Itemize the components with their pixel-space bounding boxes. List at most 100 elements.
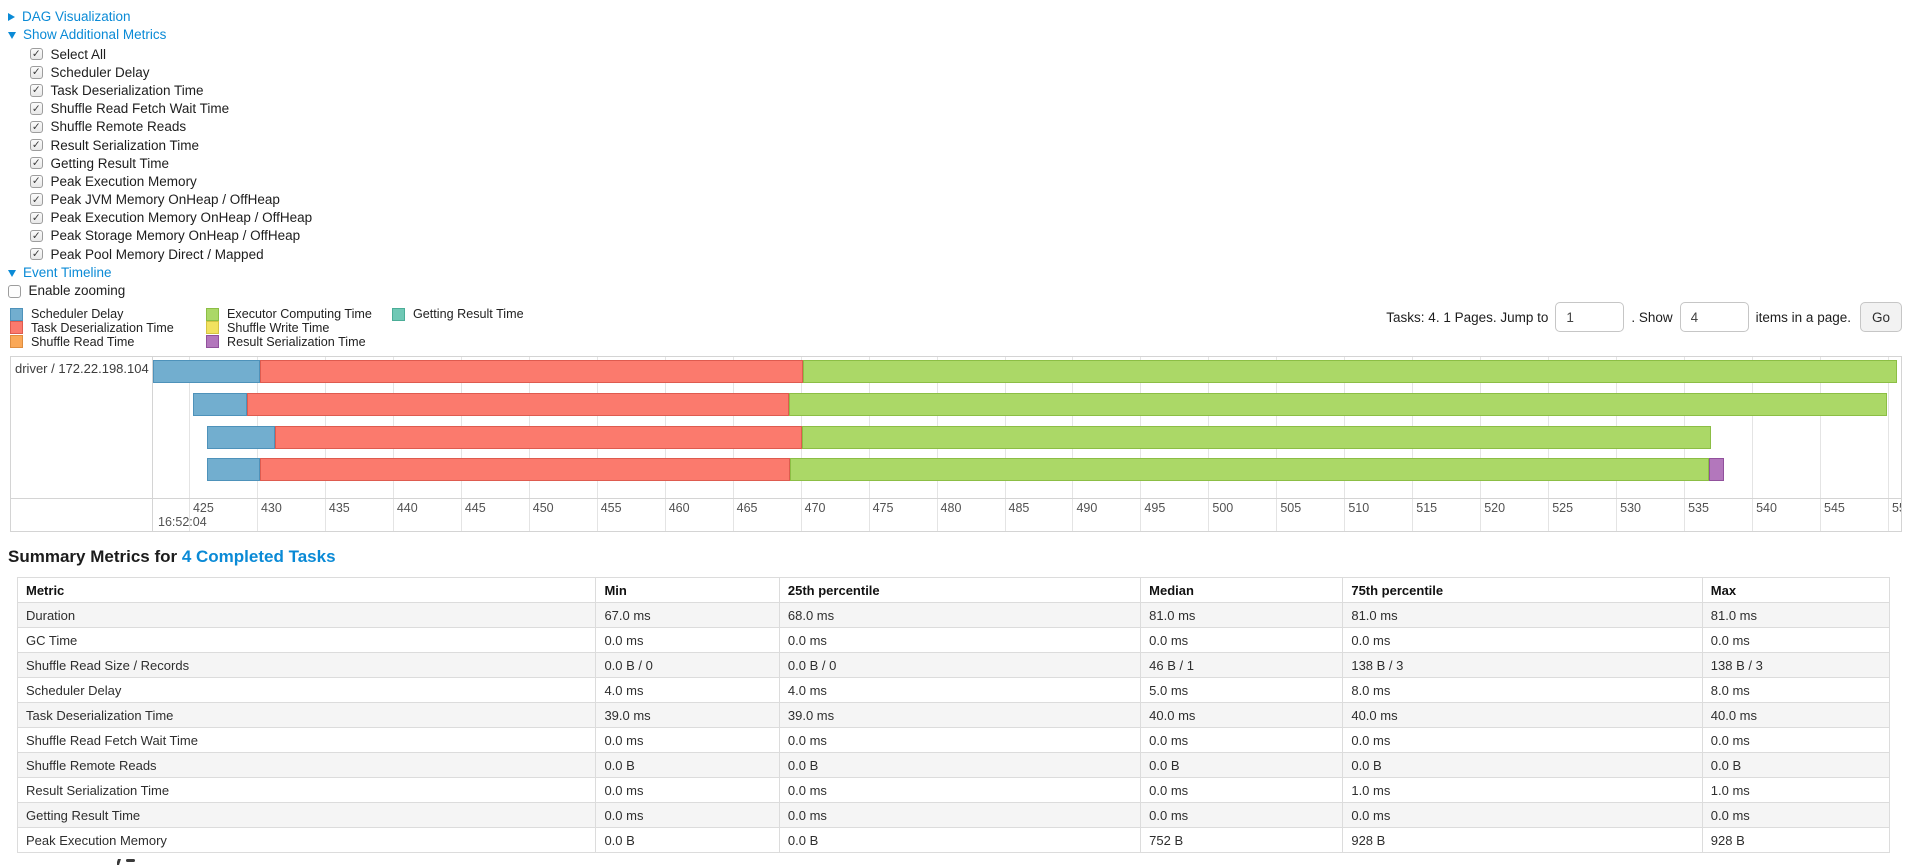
task-segment-executor_computing[interactable]: [789, 458, 1710, 482]
metric-name-cell: Peak Execution Memory: [16, 827, 597, 854]
metric-option-row: ✓ Shuffle Remote Reads: [30, 118, 1907, 136]
metric-checkbox[interactable]: ✓: [30, 138, 43, 152]
legend-label: Task Deserialization Time: [31, 320, 174, 335]
enable-zooming-label[interactable]: Enable zooming: [28, 283, 126, 299]
clipped-content-artifact: [117, 859, 139, 865]
task-segment-scheduler_delay[interactable]: [207, 458, 260, 482]
metric-option-row: ✓ Scheduler Delay: [30, 63, 1907, 81]
metric-checkbox-label[interactable]: Task Deserialization Time: [50, 82, 204, 98]
metric-checkbox-label[interactable]: Scheduler Delay: [50, 64, 150, 80]
timeline-task-bar: [153, 360, 1901, 384]
metric-value-cell: 0.0 ms: [778, 777, 1142, 804]
axis-tick-label: 430: [260, 501, 282, 516]
task-segment-executor_computing[interactable]: [801, 426, 1712, 450]
axis-tick-label: 435: [328, 501, 350, 516]
metric-value-cell: 0.0 B / 0: [778, 652, 1142, 679]
metric-checkbox[interactable]: ✓: [30, 175, 43, 188]
metric-value-cell: 68.0 ms: [778, 602, 1142, 629]
metric-checkbox[interactable]: ✓: [30, 156, 43, 170]
enable-zooming-checkbox[interactable]: [8, 285, 21, 298]
event-timeline-link[interactable]: Event Timeline: [23, 265, 112, 281]
task-segment-scheduler_delay[interactable]: [207, 426, 275, 450]
metric-checkbox-label[interactable]: Select All: [50, 46, 107, 62]
jump-to-page-input[interactable]: [1555, 302, 1625, 333]
metric-checkbox-label[interactable]: Shuffle Remote Reads: [50, 119, 187, 135]
items-in-page-text: items in a page.: [1755, 309, 1851, 325]
metric-checkbox[interactable]: ✓: [30, 120, 43, 134]
task-segment-task_deserialization[interactable]: [259, 360, 803, 384]
metric-checkbox[interactable]: ✓: [30, 193, 43, 206]
legend-item: Scheduler Delay: [10, 307, 206, 321]
metric-name-cell: Shuffle Remote Reads: [16, 752, 597, 779]
legend-item: Shuffle Read Time: [10, 335, 206, 349]
show-additional-metrics-link[interactable]: Show Additional Metrics: [23, 27, 167, 42]
task-segment-result_serialization[interactable]: [1709, 458, 1725, 482]
go-button[interactable]: Go: [1859, 302, 1902, 333]
metric-checkbox-label[interactable]: Peak Pool Memory Direct / Mapped: [50, 246, 264, 262]
dag-visualization-toggle[interactable]: DAG Visualization: [8, 8, 1907, 26]
metric-checkbox-label[interactable]: Shuffle Read Fetch Wait Time: [50, 101, 230, 117]
table-row: Result Serialization Time 0.0 ms 0.0 ms 0.0…: [16, 777, 1891, 804]
metric-checkbox-label[interactable]: Peak Execution Memory OnHeap / OffHeap: [50, 210, 313, 226]
summary-heading-prefix: Summary Metrics for: [8, 547, 182, 567]
task-segment-scheduler_delay[interactable]: [193, 393, 247, 417]
triangle-down-icon: [8, 31, 16, 39]
executor_computing-swatch-icon: [206, 307, 219, 321]
metric-checkbox[interactable]: ✓: [30, 247, 43, 261]
items-per-page-input[interactable]: [1679, 302, 1749, 333]
task-segment-executor_computing[interactable]: [802, 360, 1897, 384]
metric-checkbox-list: ✓ Select All ✓ Scheduler Delay ✓ Task Deseria…: [8, 44, 1907, 264]
metric-value-cell: 81.0 ms: [1140, 602, 1344, 629]
metric-value-cell: 81.0 ms: [1342, 602, 1703, 629]
axis-tick-label: 485: [1008, 501, 1030, 516]
metric-value-cell: 0.0 ms: [778, 627, 1142, 654]
metric-option-row: ✓ Select All: [30, 45, 1907, 63]
task-segment-task_deserialization[interactable]: [259, 458, 790, 482]
metric-value-cell: 138 B / 3: [1701, 652, 1891, 679]
timeline-task-bar: [153, 393, 1901, 417]
metric-checkbox[interactable]: ✓: [30, 47, 43, 61]
column-header: Metric: [16, 577, 597, 604]
axis-tick-label: 550: [1892, 501, 1901, 516]
metric-value-cell: 40.0 ms: [1701, 702, 1891, 729]
task-segment-scheduler_delay[interactable]: [153, 360, 260, 384]
table-row: Scheduler Delay 4.0 ms 4.0 ms 5.0 ms 8.0 ms 8…: [16, 677, 1891, 704]
task-segment-task_deserialization[interactable]: [246, 393, 789, 417]
axis-tick-label: 500: [1212, 501, 1234, 516]
metric-checkbox-label[interactable]: Result Serialization Time: [50, 137, 200, 153]
table-row: Shuffle Remote Reads 0.0 B 0.0 B 0.0 B 0.0 B…: [16, 752, 1891, 779]
task-segment-executor_computing[interactable]: [788, 393, 1887, 417]
metric-checkbox-label[interactable]: Peak Storage Memory OnHeap / OffHeap: [50, 228, 301, 244]
metric-name-cell: Scheduler Delay: [16, 677, 597, 704]
triangle-down-icon: [8, 269, 16, 277]
metric-value-cell: 8.0 ms: [1342, 677, 1703, 704]
metric-checkbox-label[interactable]: Peak JVM Memory OnHeap / OffHeap: [50, 192, 280, 208]
show-additional-metrics-toggle[interactable]: Show Additional Metrics: [8, 26, 1907, 44]
metric-checkbox[interactable]: ✓: [30, 66, 43, 79]
task-segment-task_deserialization[interactable]: [275, 426, 802, 450]
legend-label: Getting Result Time: [413, 307, 524, 322]
metric-name-cell: Getting Result Time: [16, 802, 597, 829]
event-timeline-toggle[interactable]: Event Timeline: [8, 264, 1907, 282]
axis-tick-label: 475: [872, 501, 894, 516]
completed-tasks-link[interactable]: 4 Completed Tasks: [181, 547, 336, 567]
metric-checkbox[interactable]: ✓: [30, 84, 43, 97]
metric-checkbox[interactable]: ✓: [30, 229, 43, 243]
column-header: 25th percentile: [778, 577, 1142, 604]
metric-checkbox[interactable]: ✓: [30, 211, 43, 225]
metric-value-cell: 0.0 ms: [1140, 802, 1344, 829]
metric-value-cell: 928 B: [1342, 827, 1703, 854]
metric-checkbox-label[interactable]: Peak Execution Memory: [50, 173, 197, 189]
metric-value-cell: 0.0 ms: [595, 727, 780, 754]
metric-value-cell: 0.0 ms: [1342, 727, 1703, 754]
metric-option-row: ✓ Peak Execution Memory: [30, 172, 1907, 190]
table-row: Shuffle Read Fetch Wait Time 0.0 ms 0.0 ms…: [16, 727, 1891, 754]
metric-value-cell: 0.0 B: [595, 827, 780, 854]
metric-checkbox[interactable]: ✓: [30, 102, 43, 115]
timeline-plot-area[interactable]: 425 430 435 440 445 450 455 460 465 470 475 480 485 4…: [153, 357, 1901, 532]
axis-tick-label: 425: [192, 501, 214, 516]
metric-checkbox-label[interactable]: Getting Result Time: [50, 155, 170, 171]
metric-name-cell: Shuffle Read Size / Records: [16, 652, 597, 679]
column-header: Max: [1701, 577, 1891, 604]
dag-visualization-link[interactable]: DAG Visualization: [22, 9, 131, 24]
